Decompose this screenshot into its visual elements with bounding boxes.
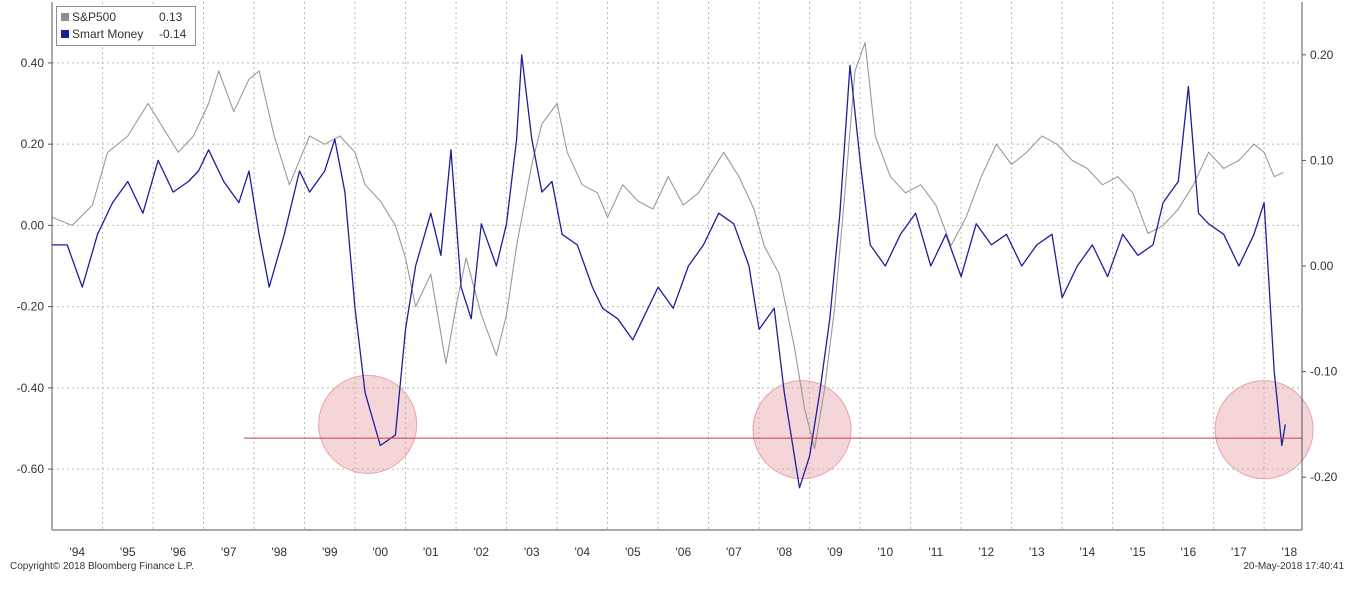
x-tick-label: '08	[777, 545, 793, 559]
right-tick-label: -0.10	[1310, 365, 1338, 379]
grid	[51, 2, 1302, 530]
right-tick-label: 0.00	[1310, 259, 1334, 273]
x-tick-label: '98	[271, 545, 287, 559]
x-tick-label: '99	[322, 545, 338, 559]
right-tick-label: 0.20	[1310, 48, 1334, 62]
series-line-smart-money	[52, 54, 1286, 489]
right-tick-label: -0.20	[1310, 470, 1338, 484]
legend-swatch-smart-money	[61, 30, 69, 38]
legend-value-sp500: 0.13	[159, 10, 183, 24]
x-tick-label: '05	[625, 545, 641, 559]
legend: S&P500 0.13 Smart Money -0.14	[56, 6, 196, 46]
x-tick-label: '94	[69, 545, 85, 559]
x-tick-label: '11	[928, 545, 943, 559]
x-tick-label: '01	[423, 545, 439, 559]
left-tick-label: 0.40	[21, 56, 45, 70]
series-line-sp500	[51, 42, 1284, 450]
series-lines	[51, 42, 1302, 489]
x-tick-label: '18	[1282, 545, 1298, 559]
x-tick-label: '14	[1080, 545, 1096, 559]
left-tick-label: -0.60	[17, 462, 45, 476]
x-tick-label: '07	[726, 545, 742, 559]
copyright-text: Copyright© 2018 Bloomberg Finance L.P.	[10, 561, 194, 572]
x-tick-label: '00	[372, 545, 388, 559]
highlight-circles	[318, 374, 1314, 480]
legend-label-sp500: S&P500	[72, 10, 117, 24]
x-tick-label: '16	[1181, 545, 1197, 559]
x-tick-label: '02	[473, 545, 489, 559]
x-tick-label: '15	[1130, 545, 1146, 559]
x-tick-label: '06	[675, 545, 691, 559]
x-tick-label: '97	[221, 545, 237, 559]
x-tick-label: '13	[1029, 545, 1045, 559]
left-tick-label: -0.40	[17, 381, 45, 395]
highlight-circle-1	[318, 374, 418, 474]
timestamp-text: 20-May-2018 17:40:41	[1243, 561, 1344, 572]
legend-label-smart-money: Smart Money	[72, 27, 144, 41]
left-tick-label: -0.20	[17, 300, 45, 314]
legend-value-smart-money: -0.14	[159, 27, 187, 41]
left-tick-label: 0.00	[21, 218, 45, 232]
x-tick-label: '17	[1231, 545, 1247, 559]
x-tick-label: '95	[120, 545, 136, 559]
x-tick-label: '96	[170, 545, 186, 559]
x-tick-label: '10	[878, 545, 894, 559]
x-tick-label: '12	[979, 545, 995, 559]
legend-swatch-sp500	[61, 13, 69, 21]
axes: 0.40 0.20 0.00 -0.20 -0.40 -0.60 0.20 0.10 0.00 -…	[17, 2, 1338, 559]
x-tick-label: '09	[827, 545, 843, 559]
x-tick-label: '04	[574, 545, 590, 559]
x-tick-label: '03	[524, 545, 540, 559]
right-tick-label: 0.10	[1310, 153, 1334, 167]
legend-entry-smart-money: Smart Money -0.14	[61, 26, 186, 42]
legend-entry-sp500: S&P500 0.13	[61, 9, 182, 25]
left-tick-label: 0.20	[21, 137, 45, 151]
highlight-circle-3	[1214, 380, 1314, 480]
